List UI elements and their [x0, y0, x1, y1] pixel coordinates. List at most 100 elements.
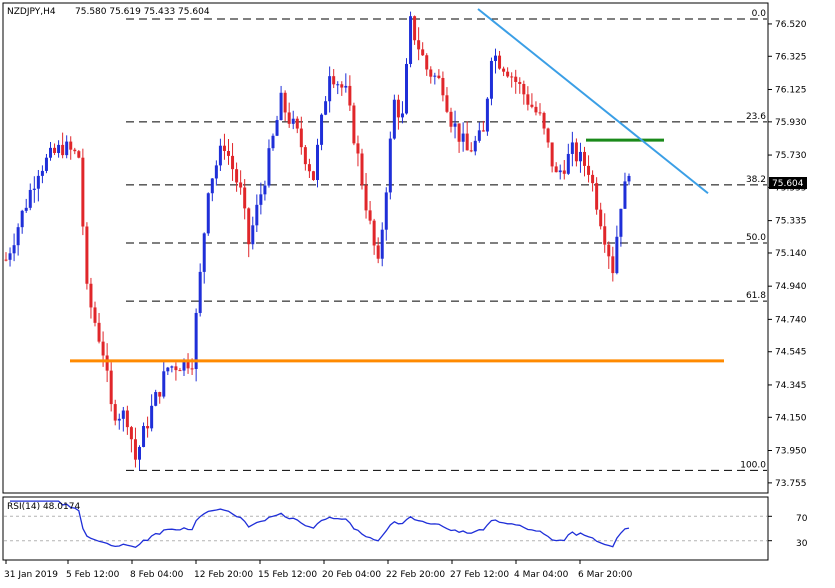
candle-body — [518, 81, 522, 84]
candle-body — [44, 157, 48, 171]
candle-body — [400, 113, 404, 118]
candle-body — [28, 189, 32, 208]
candle-body — [388, 138, 392, 193]
candle-body — [295, 118, 299, 129]
candle-body — [263, 185, 267, 195]
x-tick-label: 5 Feb 12:00 — [66, 570, 120, 580]
candle-body — [158, 392, 162, 397]
fib-level-label: 0.0 — [752, 9, 767, 19]
candle-body — [332, 76, 336, 85]
fib-level-label: 100.0 — [740, 460, 766, 470]
time-axis: 31 Jan 2019 5 Feb 12:00 8 Feb 04:00 12 Feb … — [4, 560, 633, 580]
candle-body — [16, 227, 20, 246]
candle-body — [506, 71, 510, 77]
candle-body — [392, 99, 396, 139]
candle-body — [259, 194, 263, 205]
candle-body — [142, 426, 146, 447]
candle-body — [57, 144, 61, 154]
x-tick-label: 27 Feb 12:00 — [450, 570, 509, 580]
candle-body — [360, 153, 364, 186]
candle-body — [218, 145, 222, 166]
rsi-indicator — [4, 500, 772, 549]
candle-body — [138, 446, 141, 460]
candle-body — [530, 104, 534, 107]
candle-body — [271, 135, 275, 149]
candle-body — [311, 171, 315, 181]
candle-body — [222, 145, 226, 151]
candle-body — [316, 144, 319, 181]
fibonacci-levels: 0.0 23.6 38.2 50.0 61.8 100.0 — [126, 9, 767, 471]
candle-body — [409, 16, 413, 64]
candle-body — [615, 236, 619, 274]
candle-body — [514, 76, 518, 82]
candle-body — [12, 245, 16, 254]
candle-body — [344, 85, 348, 88]
candle-body — [73, 149, 77, 152]
rsi-label: RSI(14) 48.0174 — [7, 502, 80, 512]
candle-body — [356, 143, 360, 154]
candle-body — [473, 140, 477, 152]
candle-body — [489, 60, 493, 99]
candle-body — [570, 142, 574, 154]
candle-body — [97, 322, 101, 342]
candle-body — [461, 133, 465, 142]
y-tick-label: 75.930 — [775, 118, 807, 128]
x-tick-label: 12 Feb 20:00 — [194, 570, 253, 580]
candle-body — [554, 166, 558, 173]
candle-body — [150, 405, 154, 429]
candle-body — [194, 312, 198, 370]
y-tick-label: 73.950 — [775, 447, 807, 457]
candle-body — [538, 112, 542, 114]
symbol-label: NZDJPY,H4 — [7, 7, 56, 17]
candle-body — [376, 245, 380, 259]
candle-body — [235, 169, 239, 183]
candle-body — [627, 175, 631, 182]
candle-body — [380, 229, 384, 259]
candle-body — [595, 183, 599, 210]
candle-body — [287, 112, 291, 124]
candle-body — [485, 98, 489, 132]
candle-body — [510, 76, 514, 78]
rsi-line — [10, 500, 630, 549]
y-tick-label: 75.335 — [775, 217, 807, 227]
candle-body — [170, 366, 174, 368]
candle-body — [578, 151, 582, 162]
candle-body — [243, 187, 247, 209]
rsi-level-30-label: 30 — [796, 539, 808, 549]
candle-body — [498, 55, 502, 69]
candle-body — [40, 170, 44, 176]
candle-body — [623, 181, 627, 209]
candle-body — [4, 259, 8, 261]
candle-body — [465, 133, 469, 151]
candle-body — [550, 142, 554, 167]
candle-body — [182, 359, 186, 371]
candle-body — [396, 99, 400, 118]
candle-body — [558, 170, 562, 173]
candle-body — [522, 83, 526, 95]
candle-body — [307, 164, 311, 172]
fib-level-label: 38.2 — [746, 175, 766, 185]
y-tick-label: 75.140 — [775, 249, 807, 259]
x-tick-label: 6 Mar 20:00 — [578, 570, 633, 580]
candle-body — [562, 170, 566, 174]
candle-body — [85, 226, 89, 284]
current-price-tag — [769, 177, 807, 189]
candle-body — [154, 392, 158, 406]
candle-body — [591, 174, 595, 184]
candle-body — [202, 233, 206, 272]
candle-body — [129, 427, 133, 440]
y-tick-label: 75.730 — [775, 151, 807, 161]
x-tick-label: 8 Feb 04:00 — [130, 570, 184, 580]
candle-body — [425, 55, 429, 70]
x-tick-label: 20 Feb 04:00 — [322, 570, 381, 580]
candle-body — [469, 150, 473, 152]
y-tick-label: 73.755 — [775, 479, 807, 489]
y-tick-label: 74.545 — [775, 348, 807, 358]
candle-body — [566, 153, 570, 174]
candle-body — [352, 105, 356, 144]
candle-body — [328, 76, 332, 102]
x-tick-label: 31 Jan 2019 — [4, 570, 58, 580]
candle-body — [413, 16, 417, 41]
candle-body — [546, 128, 550, 143]
